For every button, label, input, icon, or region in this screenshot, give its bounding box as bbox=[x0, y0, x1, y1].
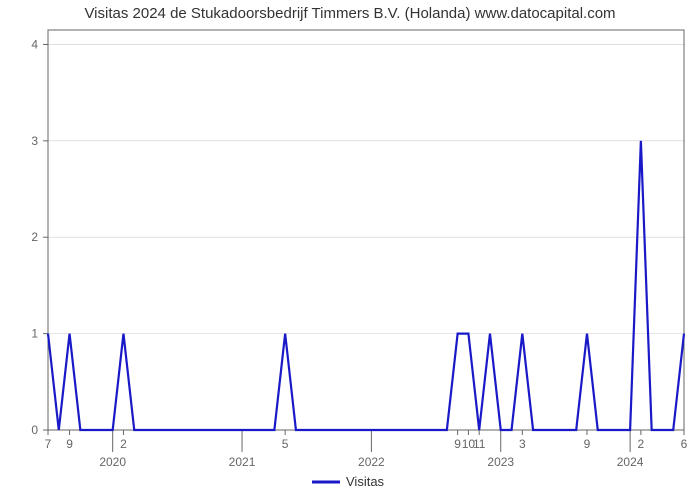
x-month-label: 9 bbox=[66, 437, 73, 451]
y-tick-label: 2 bbox=[31, 230, 38, 244]
x-month-label: 11 bbox=[473, 437, 486, 451]
visits-line-chart: Visitas 2024 de Stukadoorsbedrijf Timmer… bbox=[0, 0, 700, 500]
x-month-label: 5 bbox=[282, 437, 289, 451]
x-month-label: 9 bbox=[584, 437, 591, 451]
x-month-label: 6 bbox=[681, 437, 688, 451]
x-year-label: 2022 bbox=[358, 455, 385, 469]
y-tick-label: 3 bbox=[31, 134, 38, 148]
y-tick-label: 0 bbox=[31, 423, 38, 437]
chart-title: Visitas 2024 de Stukadoorsbedrijf Timmer… bbox=[84, 5, 615, 22]
y-tick-label: 1 bbox=[31, 327, 38, 341]
x-year-label: 2023 bbox=[487, 455, 514, 469]
x-year-label: 2024 bbox=[617, 455, 644, 469]
x-year-label: 2020 bbox=[99, 455, 126, 469]
legend-label: Visitas bbox=[346, 474, 385, 489]
x-month-label: 2 bbox=[120, 437, 127, 451]
x-month-label: 7 bbox=[45, 437, 52, 451]
x-month-label: 9 bbox=[454, 437, 461, 451]
y-tick-label: 4 bbox=[31, 37, 38, 51]
x-year-label: 2021 bbox=[229, 455, 256, 469]
x-month-label: 2 bbox=[638, 437, 645, 451]
x-month-label: 3 bbox=[519, 437, 526, 451]
